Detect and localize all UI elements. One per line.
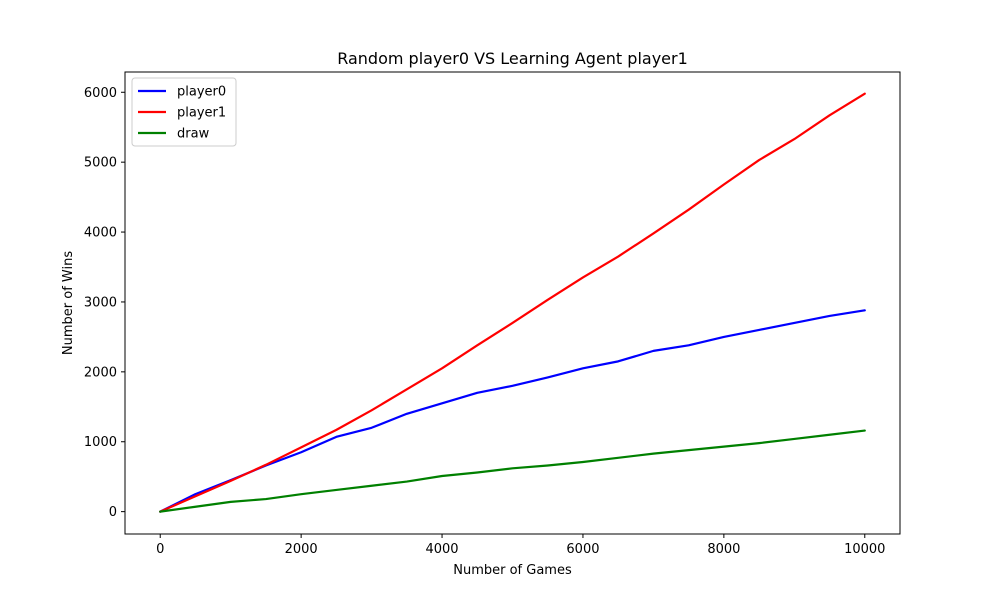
y-axis-label: Number of Wins [61, 251, 76, 355]
y-tick-label: 4000 [84, 226, 117, 241]
legend-label-draw: draw [177, 127, 210, 142]
x-tick-label: 2000 [285, 542, 318, 557]
series-line-player1 [159, 92, 866, 513]
y-tick-label: 0 [109, 505, 117, 520]
series-layer [159, 92, 866, 513]
legend-box [131, 77, 237, 147]
legend-label-player0: player0 [177, 85, 226, 100]
y-tick-label: 2000 [84, 365, 117, 380]
y-axis: 0 1000 2000 3000 4000 5000 6000 [84, 86, 125, 520]
legend-items: player0 player1 draw [138, 85, 226, 142]
chart-title: Random player0 VS Learning Agent player1 [337, 49, 688, 68]
legend: player0 player1 draw [131, 77, 237, 147]
x-tick-label: 6000 [566, 542, 599, 557]
series-line-player0 [159, 309, 866, 513]
y-tick-label: 6000 [84, 86, 117, 101]
x-axis-label: Number of Games [453, 563, 572, 578]
plot-frame [124, 71, 901, 535]
x-tick-label: 10000 [844, 542, 885, 557]
y-tick-label: 3000 [84, 295, 117, 310]
plot-area [124, 71, 901, 535]
x-axis: 0 2000 4000 6000 8000 10000 [156, 534, 885, 557]
legend-label-player1: player1 [177, 106, 226, 121]
x-tick-label: 0 [156, 542, 164, 557]
y-tick-label: 5000 [84, 156, 117, 171]
y-tick-label: 1000 [84, 435, 117, 450]
series-line-draw [159, 429, 866, 513]
x-tick-label: 8000 [707, 542, 740, 557]
x-tick-label: 4000 [425, 542, 458, 557]
